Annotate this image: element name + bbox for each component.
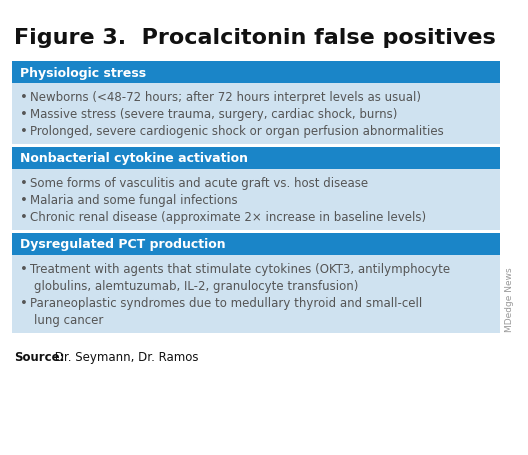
Bar	[12, 148, 500, 170]
Text: •: •	[20, 263, 28, 275]
Text: •: •	[20, 296, 28, 309]
Text: lung cancer: lung cancer	[34, 313, 103, 326]
Text: Treatment with agents that stimulate cytokines (OKT3, antilymphocyte: Treatment with agents that stimulate cyt…	[30, 263, 450, 275]
Bar	[12, 170, 500, 231]
Text: Paraneoplastic syndromes due to medullary thyroid and small-cell: Paraneoplastic syndromes due to medullar…	[30, 296, 422, 309]
Text: •: •	[20, 108, 28, 121]
Text: Nonbacterial cytokine activation: Nonbacterial cytokine activation	[20, 152, 248, 165]
Text: Malaria and some fungal infections: Malaria and some fungal infections	[30, 193, 238, 207]
Text: •: •	[20, 193, 28, 207]
Bar	[12, 233, 500, 255]
Text: Source:: Source:	[14, 350, 64, 363]
Text: Prolonged, severe cardiogenic shock or organ perfusion abnormalities: Prolonged, severe cardiogenic shock or o…	[30, 125, 444, 138]
Text: Some forms of vasculitis and acute graft vs. host disease: Some forms of vasculitis and acute graft…	[30, 177, 368, 190]
Text: Figure 3.  Procalcitonin false positives: Figure 3. Procalcitonin false positives	[14, 28, 496, 48]
Text: Dysregulated PCT production: Dysregulated PCT production	[20, 238, 225, 251]
Text: Chronic renal disease (approximate 2× increase in baseline levels): Chronic renal disease (approximate 2× in…	[30, 211, 426, 223]
Text: MDedge News: MDedge News	[505, 267, 514, 332]
Bar	[12, 84, 500, 145]
Bar	[12, 62, 500, 84]
Text: globulins, alemtuzumab, IL-2, granulocyte transfusion): globulins, alemtuzumab, IL-2, granulocyt…	[34, 279, 359, 293]
Text: Physiologic stress: Physiologic stress	[20, 66, 146, 79]
Text: Dr. Seymann, Dr. Ramos: Dr. Seymann, Dr. Ramos	[51, 350, 199, 363]
Text: •: •	[20, 125, 28, 138]
Text: •: •	[20, 211, 28, 223]
Text: Newborns (<48-72 hours; after 72 hours interpret levels as usual): Newborns (<48-72 hours; after 72 hours i…	[30, 91, 421, 104]
Text: •: •	[20, 91, 28, 104]
Text: •: •	[20, 177, 28, 190]
Text: Massive stress (severe trauma, surgery, cardiac shock, burns): Massive stress (severe trauma, surgery, …	[30, 108, 398, 121]
Bar	[12, 255, 500, 333]
